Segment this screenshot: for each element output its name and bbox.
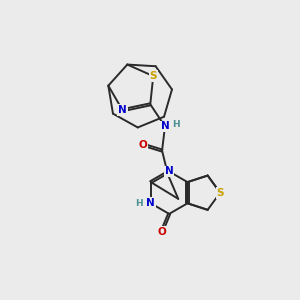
Text: S: S bbox=[149, 71, 157, 81]
Text: N: N bbox=[160, 122, 169, 131]
Text: S: S bbox=[216, 188, 224, 198]
Text: N: N bbox=[118, 105, 127, 115]
Text: H: H bbox=[135, 199, 142, 208]
Text: N: N bbox=[146, 198, 155, 208]
Text: O: O bbox=[158, 226, 166, 237]
Text: O: O bbox=[139, 140, 147, 150]
Text: H: H bbox=[172, 120, 180, 129]
Text: N: N bbox=[165, 167, 173, 176]
